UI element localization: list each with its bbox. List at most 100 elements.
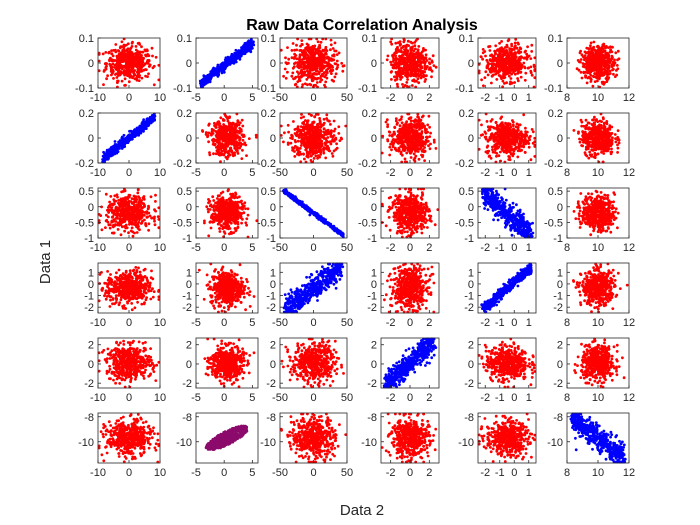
x-tick-label: 10 bbox=[154, 92, 166, 104]
data-point bbox=[141, 57, 145, 61]
data-point bbox=[394, 66, 398, 70]
data-point bbox=[237, 143, 241, 147]
y-tick-label: 0 bbox=[186, 133, 192, 145]
data-point bbox=[131, 66, 135, 70]
data-point bbox=[496, 48, 500, 52]
y-tick-label: 0.1 bbox=[548, 33, 563, 45]
data-point bbox=[112, 152, 116, 156]
data-point bbox=[333, 137, 337, 141]
data-point bbox=[208, 151, 211, 155]
data-point bbox=[298, 49, 302, 52]
data-point bbox=[138, 55, 142, 59]
data-point bbox=[221, 132, 225, 136]
data-point bbox=[590, 64, 593, 67]
data-point bbox=[118, 73, 121, 77]
data-point bbox=[211, 142, 215, 146]
data-point bbox=[109, 66, 113, 70]
x-tick-label: 0 bbox=[407, 92, 413, 104]
data-point bbox=[203, 79, 207, 83]
data-point bbox=[315, 81, 319, 84]
data-point bbox=[329, 142, 333, 146]
data-point bbox=[231, 142, 235, 146]
data-point bbox=[332, 119, 336, 123]
data-point bbox=[119, 139, 123, 143]
data-point bbox=[325, 140, 329, 144]
data-point bbox=[585, 60, 588, 63]
data-point bbox=[394, 41, 398, 45]
data-point bbox=[415, 125, 419, 128]
data-point bbox=[154, 55, 158, 59]
data-point bbox=[151, 54, 154, 58]
data-point bbox=[328, 119, 331, 123]
data-point bbox=[316, 154, 320, 158]
data-point bbox=[408, 57, 412, 61]
data-point bbox=[406, 78, 409, 81]
x-tick-label: 0 bbox=[407, 167, 413, 179]
data-point bbox=[323, 83, 326, 87]
data-point bbox=[139, 67, 143, 70]
data-point bbox=[594, 57, 598, 61]
data-point bbox=[222, 124, 226, 128]
data-point bbox=[587, 52, 591, 55]
data-point bbox=[529, 65, 533, 69]
data-point bbox=[580, 76, 584, 80]
data-point bbox=[605, 62, 609, 66]
data-point bbox=[310, 123, 314, 126]
data-point bbox=[589, 41, 593, 45]
data-point bbox=[234, 60, 238, 64]
data-point bbox=[228, 132, 231, 136]
data-point bbox=[233, 139, 236, 143]
data-point bbox=[330, 78, 334, 82]
data-point bbox=[216, 135, 220, 138]
data-point bbox=[306, 119, 310, 123]
data-point bbox=[594, 54, 598, 58]
data-point bbox=[226, 116, 230, 120]
data-point bbox=[125, 43, 128, 47]
data-point bbox=[431, 54, 435, 58]
data-point bbox=[114, 66, 117, 69]
data-point bbox=[606, 77, 610, 81]
data-point bbox=[410, 127, 414, 131]
data-point bbox=[410, 48, 414, 51]
x-tick-label: 0 bbox=[221, 92, 227, 104]
data-point bbox=[131, 70, 134, 73]
data-point bbox=[422, 47, 425, 50]
data-point bbox=[286, 141, 290, 145]
data-point bbox=[516, 50, 520, 54]
data-point bbox=[126, 47, 129, 51]
data-point bbox=[401, 68, 404, 72]
data-point bbox=[513, 41, 517, 45]
data-point bbox=[503, 82, 506, 85]
data-point bbox=[233, 151, 237, 155]
data-point bbox=[335, 142, 338, 146]
data-point bbox=[401, 83, 404, 86]
data-point bbox=[402, 45, 405, 48]
data-point bbox=[123, 73, 126, 77]
data-point bbox=[254, 135, 258, 139]
data-point bbox=[293, 150, 296, 153]
data-point bbox=[410, 63, 413, 66]
x-tick-label: -2 bbox=[480, 92, 490, 104]
data-point bbox=[391, 66, 395, 69]
data-point bbox=[404, 48, 408, 52]
data-point bbox=[296, 75, 300, 78]
data-point bbox=[413, 159, 417, 163]
data-point bbox=[586, 71, 589, 75]
data-point bbox=[115, 150, 119, 154]
data-point bbox=[284, 61, 288, 64]
data-point bbox=[211, 138, 215, 142]
data-point bbox=[412, 62, 416, 66]
data-point bbox=[424, 56, 428, 60]
data-point bbox=[248, 43, 252, 47]
data-point bbox=[302, 73, 306, 77]
data-point bbox=[329, 48, 332, 52]
data-point bbox=[120, 40, 124, 44]
data-point bbox=[405, 65, 409, 69]
data-point bbox=[401, 143, 405, 147]
data-point bbox=[613, 61, 617, 65]
data-point bbox=[231, 125, 234, 129]
data-point bbox=[334, 148, 338, 151]
data-point bbox=[333, 41, 337, 45]
data-point bbox=[317, 148, 321, 152]
data-point bbox=[420, 115, 424, 119]
